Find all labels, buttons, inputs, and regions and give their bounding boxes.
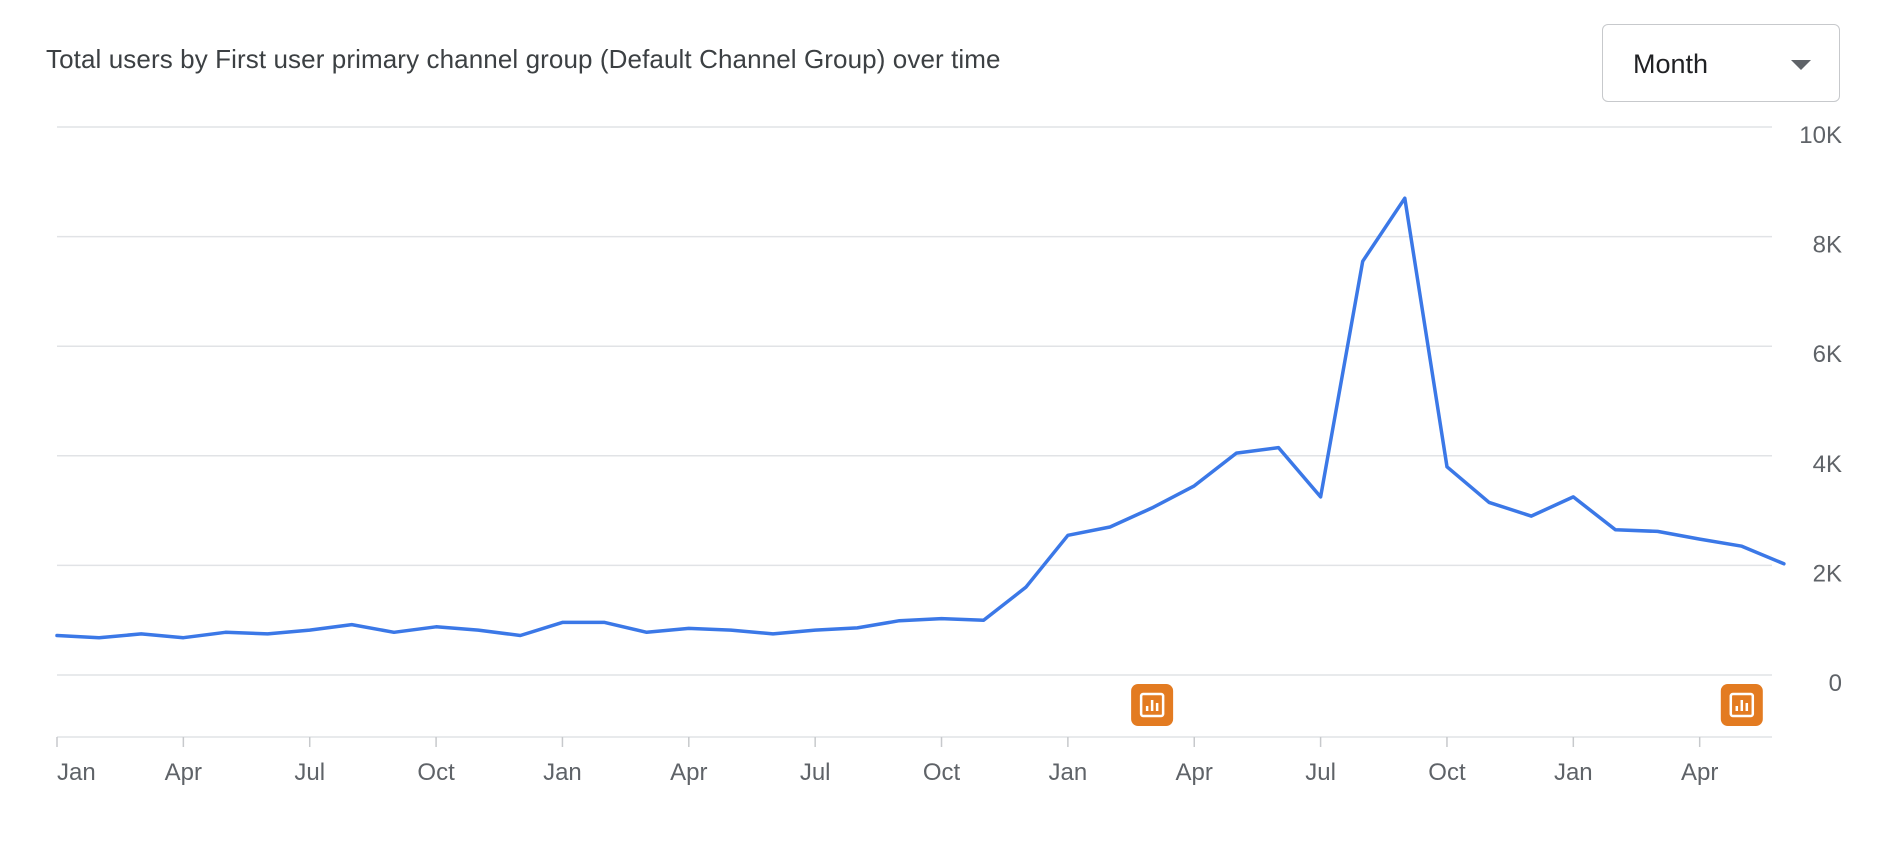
y-tick-label: 8K: [1813, 232, 1842, 259]
x-tick-label: Jan: [1554, 759, 1593, 786]
x-tick-label: Jul: [800, 759, 831, 786]
x-tick-label: Apr: [1681, 759, 1718, 786]
x-tick-label: Apr: [1176, 759, 1213, 786]
chart-title: Total users by First user primary channe…: [46, 44, 1001, 74]
x-tick-label: Oct: [923, 759, 961, 786]
y-tick-label: 0: [1829, 670, 1842, 697]
y-tick-label: 4K: [1813, 451, 1842, 478]
chevron-down-icon: [1791, 60, 1811, 70]
y-tick-label: 2K: [1813, 560, 1842, 587]
x-tick-label: Jul: [1305, 759, 1336, 786]
period-select-value: Month: [1633, 49, 1709, 79]
annotation-icon[interactable]: [1131, 684, 1174, 726]
x-tick-label: Jan: [543, 759, 582, 786]
series-line: [55, 196, 1786, 640]
x-tick-label: Apr: [165, 759, 202, 786]
x-tick-label: Jan: [1049, 759, 1088, 786]
x-tick-label: Oct: [1428, 759, 1466, 786]
x-tick-label: Jul: [294, 759, 325, 786]
annotation-icon[interactable]: [1720, 684, 1763, 726]
x-tick-label: Apr: [670, 759, 707, 786]
x-tick-label: Oct: [417, 759, 455, 786]
y-tick-label: 10K: [1799, 122, 1842, 149]
period-select-dropdown[interactable]: Month: [1602, 24, 1840, 102]
y-tick-label: 6K: [1813, 341, 1842, 368]
x-tick-label: Jan: [57, 759, 96, 786]
